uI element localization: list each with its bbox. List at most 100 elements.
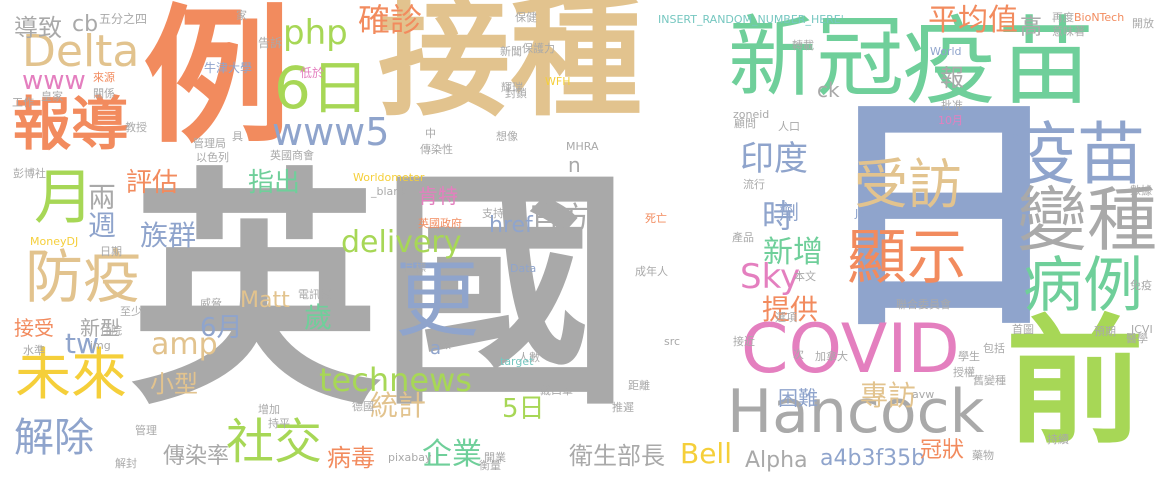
word-151: 持平 [268, 417, 290, 430]
word-95: 以色列 [196, 151, 229, 164]
word-153: 距離 [628, 379, 650, 392]
word-61: 困難 [778, 386, 818, 410]
word-131: 數 [440, 338, 451, 351]
word-101: 批准 [941, 99, 963, 112]
word-2: 接種 [378, 0, 642, 135]
word-134: 水準 [23, 344, 45, 357]
word-99: 人口 [778, 120, 800, 133]
word-160: 藥物 [972, 449, 994, 462]
word-110: 英國政府 [418, 217, 462, 230]
word-33: 族群 [140, 219, 197, 252]
word-83: 轉載 [792, 39, 814, 52]
word-6: 疫苗 [902, 6, 1094, 118]
word-3: 例 [143, 0, 291, 163]
word-87: 工作 [12, 96, 34, 109]
word-50: Alpha [745, 448, 808, 473]
word-135: target [500, 355, 534, 368]
word-116: 產品 [732, 231, 754, 244]
word-64: 報 [940, 64, 964, 92]
word-102: 10月 [938, 114, 963, 127]
word-139: JCVI [1131, 323, 1153, 336]
word-92: 輝瑞 [501, 81, 523, 94]
word-20: Delta [22, 26, 140, 77]
word-119: 聯合委員會 [896, 298, 951, 311]
word-53: tw [65, 327, 99, 360]
word-38: 新增 [763, 235, 823, 270]
word-124: Data [510, 262, 537, 275]
word-21: 月 [34, 163, 94, 233]
word-47: 傳染率 [163, 444, 230, 469]
word-140: 預期 [1094, 325, 1116, 338]
word-132: src [664, 335, 681, 348]
word-121: MoneyDJ [30, 235, 79, 248]
word-138: 醫學 [1126, 332, 1148, 345]
word-159: 衡量 [479, 459, 501, 472]
word-37: 時 [762, 197, 795, 235]
word-126: 威脅 [200, 297, 222, 310]
word-12: 病例 [1023, 251, 1143, 321]
word-13: 顯示 [847, 223, 967, 293]
word-36: 平均值 [928, 3, 1018, 38]
word-62: 兩 [88, 181, 117, 214]
word-123: 目標 [404, 261, 426, 274]
word-76: INSERT_RANDOM_NUMBER_HERE' [658, 13, 844, 26]
word-85: 來源 [93, 71, 115, 84]
word-117: 本文 [794, 270, 816, 283]
word-48: 衛生部長 [569, 442, 665, 470]
word-136: 次 [793, 348, 804, 361]
word-11: 變種 [1017, 179, 1157, 261]
word-17: 未來 [15, 343, 127, 408]
word-52: 冠狀 [920, 438, 965, 463]
word-14: 受訪 [854, 153, 962, 216]
word-118: 免疫 [1130, 279, 1152, 292]
word-49: Bell [680, 437, 732, 470]
word-148: 戴口罩 [540, 384, 573, 397]
word-113: 流行 [743, 178, 765, 191]
word-10: 疫苗 [1009, 116, 1146, 195]
word-125: 成年人 [635, 265, 668, 278]
word-31: delivery [341, 225, 462, 260]
word-78: 保護力 [522, 42, 555, 55]
word-23: 社交 [226, 414, 323, 470]
word-155: 管理 [135, 424, 157, 437]
word-79: 再度 [1052, 11, 1074, 24]
word-105: 傳染性 [420, 143, 453, 156]
word-66: 導致 [14, 14, 62, 42]
word-74: 告訴 [258, 36, 283, 50]
word-44: 專訪 [860, 379, 917, 412]
word-128: 至少 [120, 305, 142, 318]
word-46: 病毒 [327, 444, 375, 472]
word-67: cb [72, 12, 99, 37]
word-26: 印度 [740, 139, 808, 179]
word-73: 牛津大學 [204, 61, 253, 75]
word-57: 5日 [502, 394, 545, 424]
word-137: 加拿大 [815, 350, 848, 363]
word-84: World [930, 45, 962, 58]
word-18: 更 [395, 251, 480, 349]
word-115: 數據 [1130, 184, 1152, 197]
word-30: technews [319, 361, 472, 399]
word-141: 首圖 [1012, 323, 1034, 336]
word-65: 劑 [779, 200, 799, 224]
word-108: Worldometer [353, 171, 425, 184]
word-54: 接受 [14, 316, 54, 340]
word-144: 學生 [958, 350, 980, 363]
word-89: 新聞 [500, 45, 522, 58]
word-77: 保健 [515, 11, 537, 24]
word-96: 具 [232, 130, 243, 143]
word-16: 防疫 [25, 243, 142, 311]
word-72: 五分之四 [99, 12, 148, 26]
word-1: 英國 [130, 147, 630, 438]
word-104: MHRA [566, 140, 599, 153]
word-81: BioNTech [1074, 11, 1125, 24]
word-98: zoneid [733, 108, 770, 121]
word-60: 肯特 [418, 184, 458, 208]
word-71: a [430, 338, 442, 359]
word-68: 高 [1020, 15, 1043, 40]
word-111: 支持 [482, 207, 504, 220]
word-22: 解除 [14, 415, 94, 461]
word-80: 意味著 [1052, 25, 1085, 38]
word-34: 評估 [126, 168, 179, 198]
word-28: 確診 [358, 1, 423, 39]
